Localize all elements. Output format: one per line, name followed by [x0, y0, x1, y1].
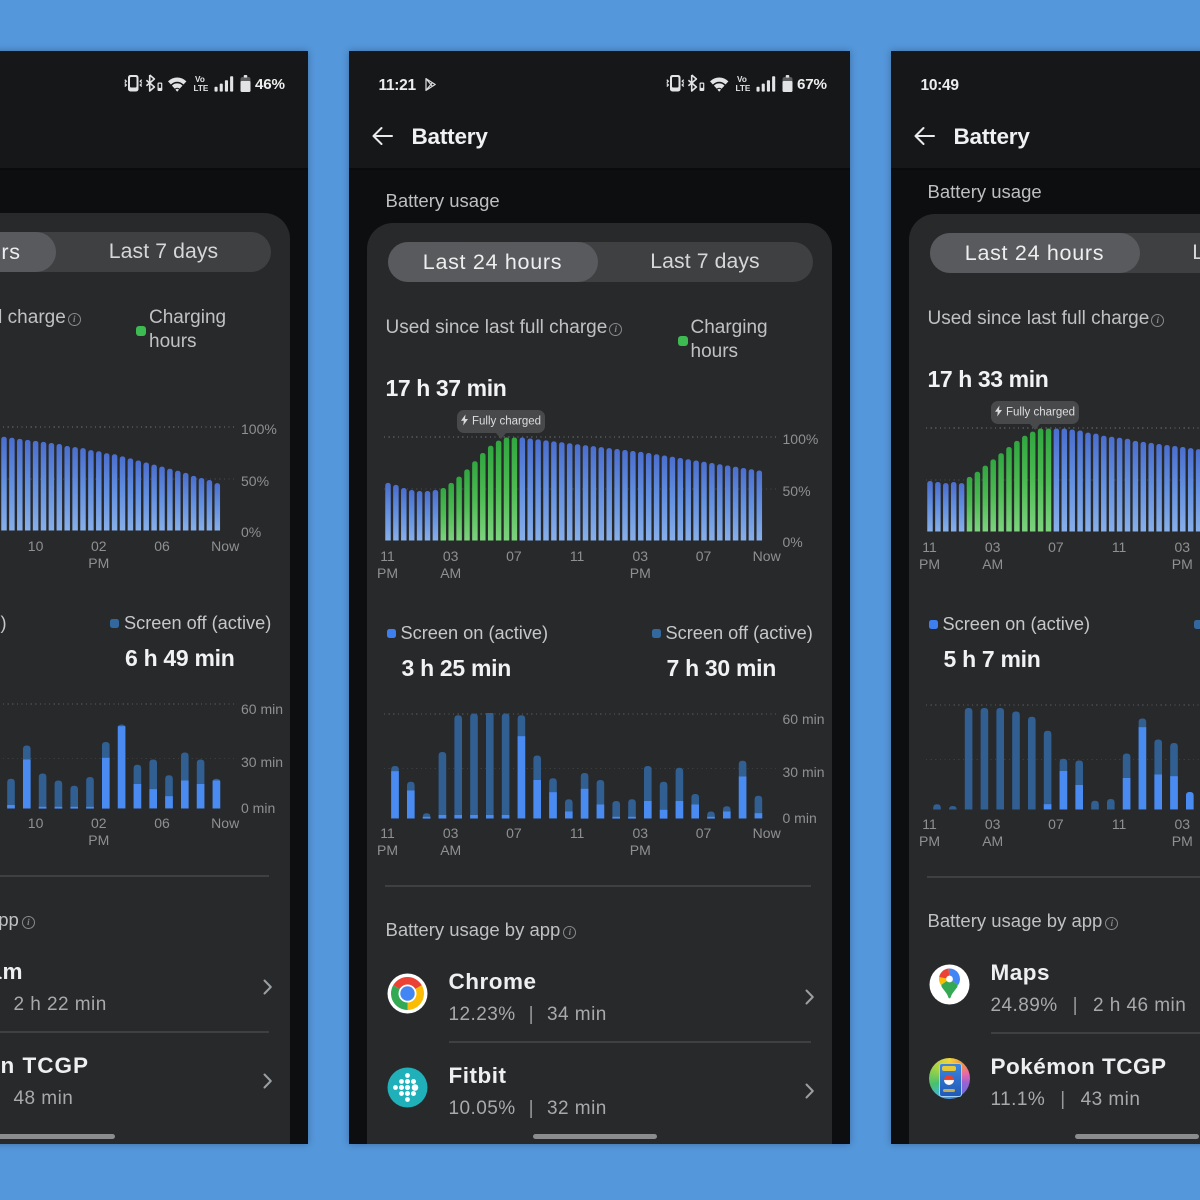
svg-text:LTE: LTE — [735, 84, 750, 93]
svg-text:Vo: Vo — [195, 75, 205, 84]
svg-text:LTE: LTE — [194, 84, 209, 93]
svg-text:46%: 46% — [255, 76, 285, 93]
svg-text:Vo: Vo — [737, 75, 747, 84]
svg-text:67%: 67% — [797, 76, 827, 93]
